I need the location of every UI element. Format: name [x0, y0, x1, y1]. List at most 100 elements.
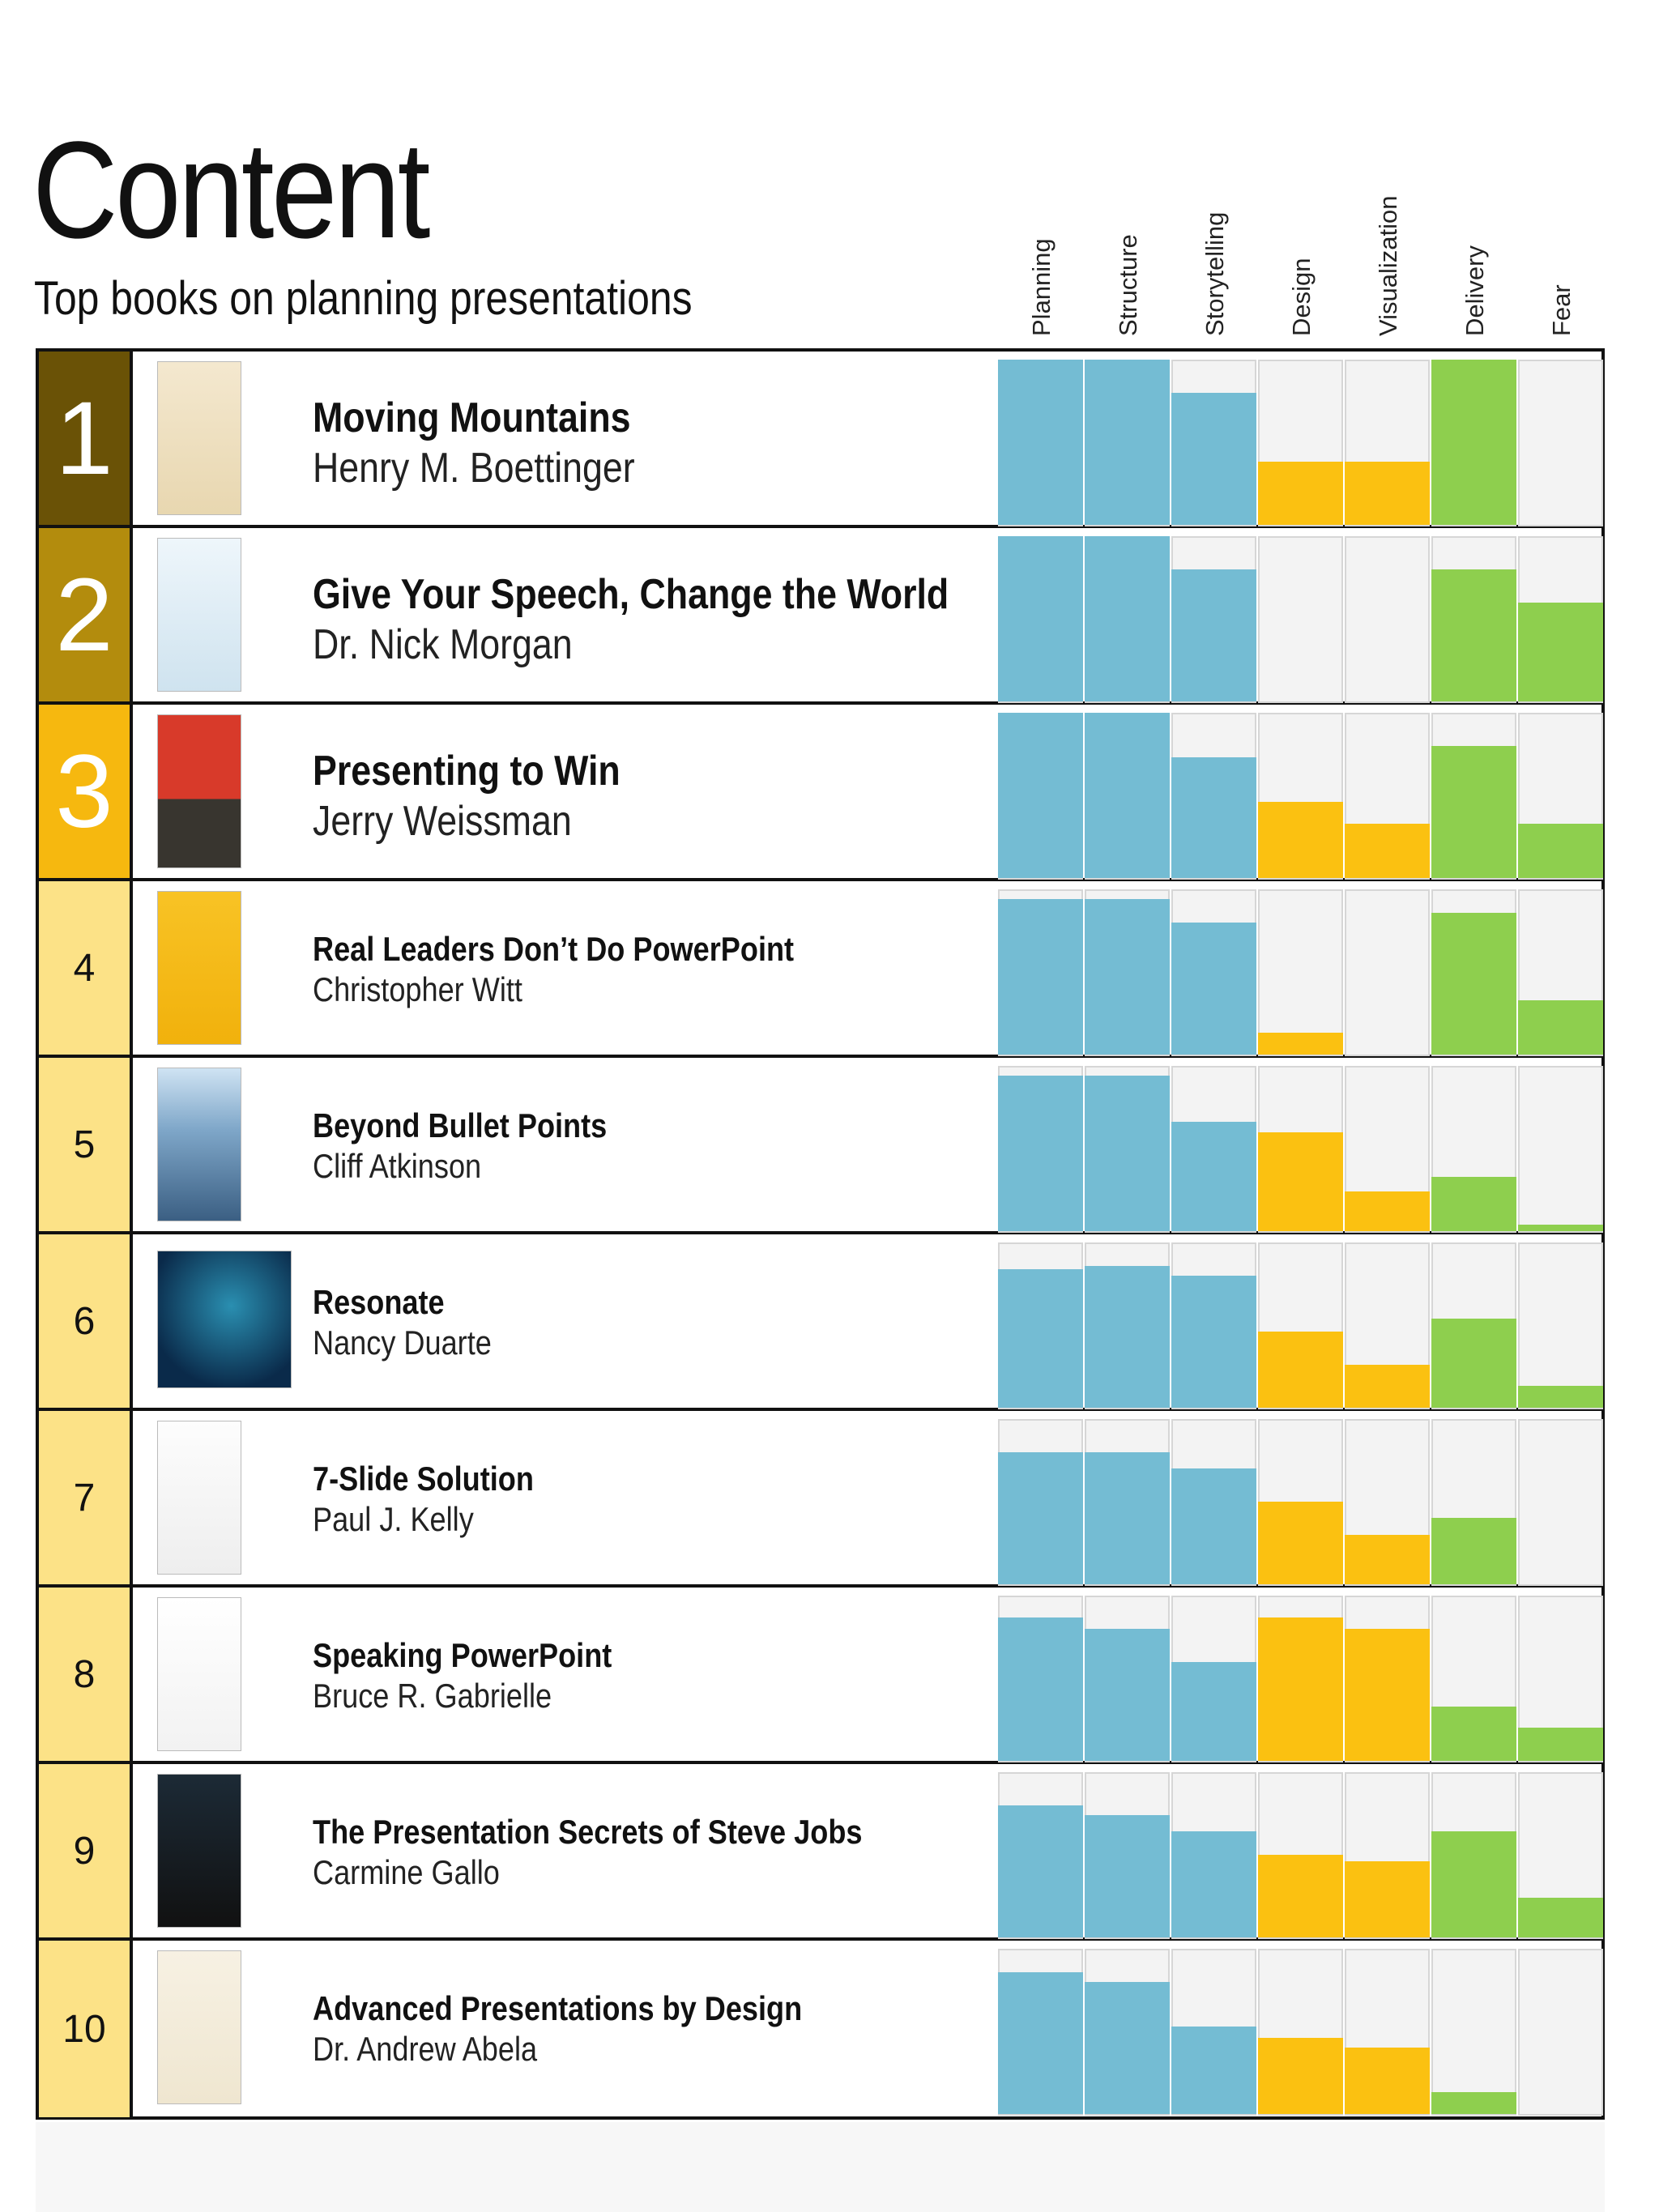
rating-cell-planning: [998, 1772, 1083, 1939]
rating-bars: [998, 889, 1605, 1056]
column-header-label: Structure: [1114, 234, 1142, 336]
bar-visualization: [1345, 2048, 1430, 2114]
book-author: Cliff Atkinson: [313, 1147, 482, 1185]
rating-cell-design: [1258, 360, 1343, 526]
rating-cell-fear: [1518, 1772, 1603, 1939]
book-title: Advanced Presentations by Design: [313, 1989, 803, 2027]
bar-storytelling: [1171, 1468, 1256, 1584]
bar-planning: [998, 536, 1083, 701]
rating-cell-structure: [1085, 536, 1170, 703]
book-author: Christopher Witt: [313, 970, 522, 1008]
column-header-design: Design: [1287, 154, 1320, 337]
rank-badge: 7: [39, 1411, 133, 1584]
rank-badge: 10: [39, 1941, 133, 2117]
rating-cell-visualization: [1345, 360, 1430, 526]
bar-planning: [998, 1617, 1083, 1761]
bar-structure: [1085, 1452, 1170, 1584]
rating-cell-delivery: [1431, 1949, 1516, 2116]
rating-cell-fear: [1518, 1242, 1603, 1409]
rating-cell-visualization: [1345, 1596, 1430, 1762]
bar-fear: [1518, 1898, 1603, 1937]
book-cover-image: [157, 1421, 241, 1575]
bar-fear: [1518, 1000, 1603, 1055]
bar-structure: [1085, 1982, 1170, 2114]
bar-storytelling: [1171, 923, 1256, 1055]
rating-bars: [998, 1419, 1605, 1586]
bar-design: [1258, 1617, 1343, 1761]
rating-cell-visualization: [1345, 1772, 1430, 1939]
rating-cell-delivery: [1431, 1772, 1516, 1939]
book-cover-image: [157, 538, 241, 692]
column-header-fear: Fear: [1547, 154, 1580, 336]
rating-cell-visualization: [1345, 536, 1430, 703]
bar-design: [1258, 1033, 1343, 1055]
rating-cell-planning: [998, 1066, 1083, 1233]
bar-design: [1258, 802, 1343, 878]
rating-cell-design: [1258, 1772, 1343, 1939]
rating-cell-design: [1258, 1596, 1343, 1762]
rating-cell-storytelling: [1171, 536, 1256, 703]
bar-fear: [1518, 1386, 1603, 1408]
rating-cell-structure: [1085, 889, 1170, 1056]
rating-cell-planning: [998, 889, 1083, 1056]
bar-delivery: [1431, 360, 1516, 525]
rating-bars: [998, 1066, 1605, 1233]
column-header-delivery: Delivery: [1461, 154, 1493, 336]
column-header-label: Storytelling: [1201, 211, 1229, 336]
bar-planning: [998, 1452, 1083, 1584]
rating-bars: [998, 713, 1605, 880]
rating-cell-structure: [1085, 713, 1170, 880]
book-cover-image: [157, 891, 241, 1045]
bar-delivery: [1431, 2092, 1516, 2114]
rating-cell-storytelling: [1171, 1772, 1256, 1939]
table-row: 6 Resonate Nancy Duarte: [39, 1234, 1603, 1411]
bar-visualization: [1345, 462, 1430, 525]
rating-cell-design: [1258, 1419, 1343, 1586]
book-cover-image: [157, 1597, 241, 1751]
rank-badge: 1: [39, 352, 133, 525]
bar-design: [1258, 2038, 1343, 2114]
rating-cell-storytelling: [1171, 1242, 1256, 1409]
rating-cell-fear: [1518, 889, 1603, 1056]
rating-cell-delivery: [1431, 713, 1516, 880]
bar-storytelling: [1171, 757, 1256, 878]
rating-cell-storytelling: [1171, 1596, 1256, 1762]
book-cover-image: [157, 714, 241, 868]
bar-planning: [998, 1076, 1083, 1231]
rank-badge: 5: [39, 1058, 133, 1231]
bar-structure: [1085, 1815, 1170, 1937]
bar-delivery: [1431, 913, 1516, 1055]
bar-storytelling: [1171, 1662, 1256, 1761]
bar-fear: [1518, 603, 1603, 701]
book-title: Resonate: [313, 1283, 445, 1321]
bar-planning: [998, 713, 1083, 878]
book-title: 7-Slide Solution: [313, 1460, 534, 1498]
book-cover-image: [157, 1251, 292, 1388]
rating-cell-planning: [998, 1242, 1083, 1409]
book-author: Bruce R. Gabrielle: [313, 1677, 552, 1715]
bar-structure: [1085, 713, 1170, 878]
book-title: Speaking PowerPoint: [313, 1636, 612, 1674]
rating-cell-delivery: [1431, 889, 1516, 1056]
table-row: 10 Advanced Presentations by Design Dr. An…: [39, 1941, 1603, 2117]
rating-cell-delivery: [1431, 1419, 1516, 1586]
column-header-label: Design: [1287, 258, 1316, 337]
table-row: 9 The Presentation Secrets of Steve Jobs C…: [39, 1764, 1603, 1941]
bar-structure: [1085, 1629, 1170, 1761]
book-author: Dr. Andrew Abela: [313, 2030, 538, 2068]
rank-badge: 2: [39, 528, 133, 701]
rating-cell-visualization: [1345, 1949, 1430, 2116]
bar-visualization: [1345, 824, 1430, 878]
bar-design: [1258, 1502, 1343, 1584]
page-title: Content: [32, 113, 430, 267]
bar-planning: [998, 899, 1083, 1055]
footer-band: [36, 2122, 1605, 2212]
rating-cell-design: [1258, 1066, 1343, 1233]
bar-delivery: [1431, 1518, 1516, 1584]
rating-cell-planning: [998, 536, 1083, 703]
rating-cell-visualization: [1345, 889, 1430, 1056]
book-title: Give Your Speech, Change the World: [313, 571, 949, 618]
bar-visualization: [1345, 1535, 1430, 1584]
rating-cell-storytelling: [1171, 889, 1256, 1056]
column-header-label: Fear: [1547, 284, 1576, 336]
